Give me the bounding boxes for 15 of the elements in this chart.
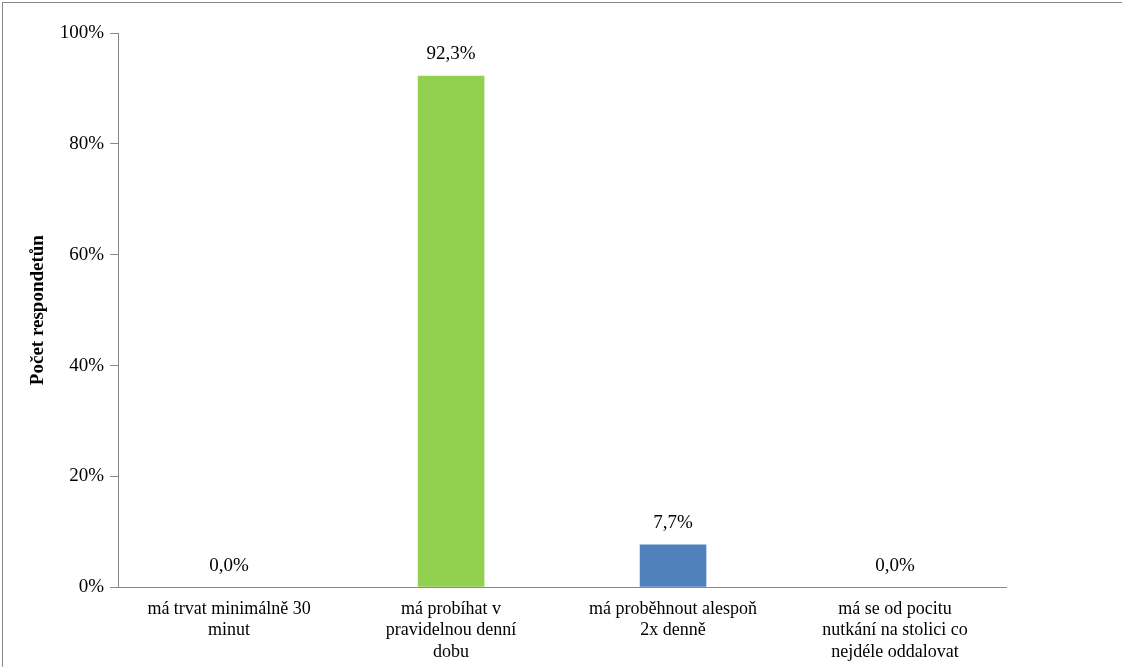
x-tick-label: má trvat minimálně 30 minut: [147, 597, 311, 640]
y-axis-title: Počet respondetůn: [26, 234, 48, 386]
data-label: 92,3%: [426, 42, 476, 64]
y-tick-label: 60%: [69, 242, 105, 264]
y-tick-label: 100%: [59, 20, 105, 42]
x-tick-label: má se od pocitu nutkání na stolici co nejdéle oddalovat: [822, 597, 968, 661]
x-tick-label: má probíhat v pravidelnou denní dobu: [385, 597, 517, 661]
data-label: 0,0%: [875, 553, 915, 575]
x-tick-label: má proběhnout alespoň 2x denně: [589, 597, 758, 640]
y-tick-label: 0%: [78, 575, 105, 597]
y-tick-label: 40%: [69, 353, 105, 375]
data-label: 7,7%: [653, 511, 694, 533]
data-label: 0,0%: [209, 553, 250, 575]
y-tick-label: 20%: [69, 464, 105, 486]
y-tick-label: 80%: [69, 131, 105, 153]
